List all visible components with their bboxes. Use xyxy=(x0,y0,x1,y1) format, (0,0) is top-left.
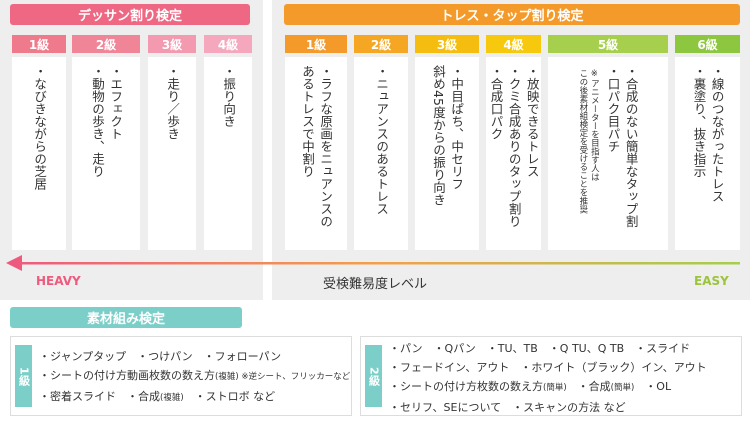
sozai-line: ・ジャンプタップ ・つけパン ・フォローパン xyxy=(39,347,350,366)
line-segment: ・シートの付け方枚数の数え方 xyxy=(389,380,543,393)
grade-items: ・なびきながらの芝居 xyxy=(30,65,48,250)
sozai-box: 2級 ・パン ・Qパン ・TU、TB ・Q TU、Q TB ・スライド・フェードイ… xyxy=(360,336,742,416)
item-text: ・合成のない簡単なタップ割 xyxy=(623,65,639,228)
note-text: ※アニメーターを目指す人は xyxy=(589,69,600,181)
line-segment: ・合成 xyxy=(566,380,611,393)
grade-items: ・走り／歩き xyxy=(163,65,181,250)
item-list: ・走り／歩き xyxy=(163,65,181,250)
item-list: ・合成のない簡単なタップ割 ・口パク目パチ xyxy=(603,65,639,250)
grade-column: ・なびきながらの芝居 xyxy=(12,57,66,250)
grade-column: ・ラフな原画をニュアンスの あるトレスで中割り xyxy=(285,57,347,250)
line-segment: ・セリフ、SEについて ・スキャンの方法 など xyxy=(389,401,626,414)
grade-items: ・振り向き xyxy=(219,65,237,250)
grade-header: 6級 xyxy=(675,35,740,53)
grade-column: ・中目ぱち、中セリフ 斜め45度からの振り向き xyxy=(415,57,479,250)
item-list: ・ラフな原画をニュアンスの あるトレスで中割り xyxy=(298,65,334,250)
grade-column: ・放映できるトレス ・クミ合成ありのタップ割り ・合成口パク xyxy=(486,57,541,250)
sozai-line: ・パン ・Qパン ・TU、TB ・Q TU、Q TB ・スライド xyxy=(389,339,707,358)
grade-column: ・線のつながったトレス ・裏塗り、抜き指示 xyxy=(675,57,740,250)
sozai-lines: ・ジャンプタップ ・つけパン ・フォローパン ・シートの付け方動画枚数の数え方(複… xyxy=(39,347,350,408)
sozai-line: ・セリフ、SEについて ・スキャンの方法 など xyxy=(389,398,707,417)
item-list: ・エフェクト ・動物の歩き、走り xyxy=(88,65,124,250)
line-segment: ・パン ・Qパン ・TU、TB ・Q TU、Q TB ・スライド xyxy=(389,342,691,355)
item-text: ・裏塗り、抜き指示 xyxy=(691,65,707,178)
easy-label: EASY xyxy=(694,274,729,288)
item-text: ・口パク目パチ xyxy=(605,65,621,153)
item-text: ・走り／歩き xyxy=(165,65,181,140)
sozai-line: ・密着スライド ・合成(複雑) ・ストロボ など xyxy=(39,387,350,408)
item-text: ・クミ合成ありのタップ割り xyxy=(506,65,522,228)
grade-column: ・ニュアンスのあるトレス xyxy=(354,57,408,250)
grade-header: 3級 xyxy=(415,35,479,53)
grade-items: ・エフェクト ・動物の歩き、走り xyxy=(88,65,124,250)
line-segment: ・OL xyxy=(634,380,672,393)
item-text: ・合成口パク xyxy=(488,65,504,140)
sozai-line: ・シートの付け方動画枚数の数え方(複雑) ※逆シート、フリッカーなど xyxy=(39,366,350,387)
sozai-grade: 2級 xyxy=(365,345,382,407)
grade-items: ・ニュアンスのあるトレス xyxy=(372,65,390,250)
grade-header: 5級 xyxy=(548,35,668,53)
item-list: ・放映できるトレス ・クミ合成ありのタップ割り ・合成口パク xyxy=(486,65,540,250)
line-segment: ・フェードイン、アウト ・ホワイト（ブラック）イン、アウト xyxy=(389,361,707,374)
grade-items: ・放映できるトレス ・クミ合成ありのタップ割り ・合成口パク xyxy=(486,65,540,250)
grade-column: ・走り／歩き xyxy=(148,57,196,250)
difficulty-arrow xyxy=(6,255,740,271)
line-segment: (簡単) xyxy=(543,383,567,393)
line-segment: (複雑) xyxy=(215,372,239,382)
item-list: ・振り向き xyxy=(219,65,237,250)
grade-header: 1級 xyxy=(285,35,347,53)
item-text: ・放映できるトレス xyxy=(524,65,540,178)
item-text: ・中目ぱち、中セリフ xyxy=(449,65,465,190)
trace-title: トレス・タップ割り検定 xyxy=(284,4,740,25)
grade-items: ・合成のない簡単なタップ割 ・口パク目パチ ※アニメーターを目指す人は この後素材組検… xyxy=(576,65,639,250)
grade-header: 1級 xyxy=(12,35,66,53)
grade-column: ・振り向き xyxy=(204,57,252,250)
item-text: ・なびきながらの芝居 xyxy=(32,65,48,190)
item-text: ・ニュアンスのあるトレス xyxy=(374,65,390,215)
item-list: ・線のつながったトレス ・裏塗り、抜き指示 xyxy=(689,65,725,250)
line-segment: (複雑) xyxy=(160,393,184,403)
line-segment: (簡単) xyxy=(610,383,635,393)
line-segment: ・ジャンプタップ ・つけパン ・フォローパン xyxy=(39,350,282,363)
item-text: ・線のつながったトレス xyxy=(709,65,725,203)
item-text: 斜め45度からの振り向き xyxy=(431,65,446,206)
item-text: ・ラフな原画をニュアンスの xyxy=(318,65,334,228)
grade-items: ・中目ぱち、中セリフ 斜め45度からの振り向き xyxy=(429,65,465,250)
sozai-box: 1級 ・ジャンプタップ ・つけパン ・フォローパン ・シートの付け方動画枚数の数え方… xyxy=(10,336,352,416)
note: ※アニメーターを目指す人は この後素材組検定を受けることを推奨 xyxy=(576,69,599,250)
line-segment: ※逆シート、フリッカーなど xyxy=(238,372,351,382)
item-list: ・なびきながらの芝居 xyxy=(30,65,48,250)
sozai-line: ・シートの付け方枚数の数え方(簡単) ・合成(簡単) ・OL xyxy=(389,377,707,398)
sozai-line: ・フェードイン、アウト ・ホワイト（ブラック）イン、アウト xyxy=(389,358,707,377)
grade-header: 2級 xyxy=(72,35,140,53)
grade-items: ・ラフな原画をニュアンスの あるトレスで中割り xyxy=(298,65,334,250)
sozai-lines: ・パン ・Qパン ・TU、TB ・Q TU、Q TB ・スライド・フェードイン、… xyxy=(389,339,707,417)
dessan-title: デッサン割り検定 xyxy=(10,4,250,25)
difficulty-label: 受検難易度レベル xyxy=(322,277,427,292)
item-text: ・動物の歩き、走り xyxy=(90,65,105,178)
note-text: この後素材組検定を受けることを推奨 xyxy=(577,69,588,214)
line-segment: ・ストロボ など xyxy=(183,390,276,403)
item-text: あるトレスで中割り xyxy=(300,65,315,178)
sozai-grade: 1級 xyxy=(15,345,32,407)
line-segment: ・シートの付け方動画枚数の数え方 xyxy=(39,369,215,382)
heavy-label: HEAVY xyxy=(36,274,81,288)
sozai-title: 素材組み検定 xyxy=(10,307,242,328)
grade-column: ・エフェクト ・動物の歩き、走り xyxy=(72,57,140,250)
grade-column: ・合成のない簡単なタップ割 ・口パク目パチ ※アニメーターを目指す人は この後素材組検… xyxy=(548,57,668,250)
grade-items: ・線のつながったトレス ・裏塗り、抜き指示 xyxy=(689,65,725,250)
item-list: ・中目ぱち、中セリフ 斜め45度からの振り向き xyxy=(429,65,465,250)
grade-header: 4級 xyxy=(204,35,252,53)
item-list: ・ニュアンスのあるトレス xyxy=(372,65,390,250)
line-segment: ・密着スライド ・合成 xyxy=(39,390,160,403)
grade-header: 4級 xyxy=(486,35,541,53)
item-text: ・振り向き xyxy=(221,65,237,128)
grade-header: 3級 xyxy=(148,35,196,53)
item-text: ・エフェクト xyxy=(108,65,124,140)
grade-header: 2級 xyxy=(354,35,408,53)
